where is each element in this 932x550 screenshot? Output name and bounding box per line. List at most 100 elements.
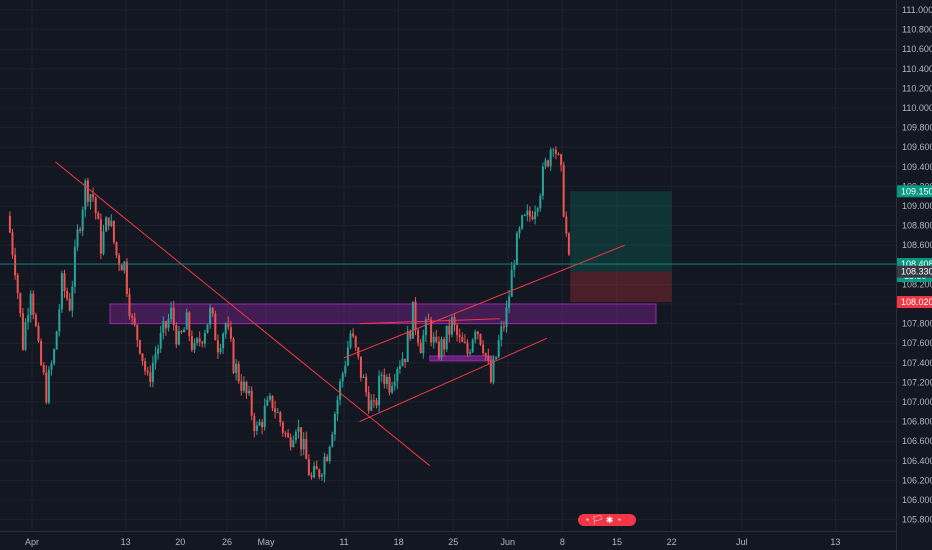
- price-tag: [897, 185, 932, 198]
- candle-body: [105, 217, 108, 232]
- candle-body: [180, 331, 183, 333]
- candle-body: [175, 324, 178, 345]
- time-tick-label: 8: [560, 537, 565, 547]
- candle-body: [235, 363, 238, 373]
- candle-body: [63, 273, 66, 292]
- candle-body: [320, 474, 323, 477]
- candle-body: [375, 400, 378, 406]
- price-tick-label: 109.800: [902, 123, 932, 133]
- candle-body: [8, 215, 11, 233]
- candle-body: [341, 373, 344, 382]
- candle-body: [11, 232, 14, 255]
- candle-body: [541, 166, 544, 196]
- price-tick-label: 107.400: [902, 358, 932, 368]
- candle-body: [505, 307, 508, 328]
- price-tick-label: 109.600: [902, 142, 932, 152]
- time-tick-label: 20: [175, 537, 185, 547]
- time-tick-label: Apr: [25, 537, 39, 547]
- candle-body: [365, 376, 368, 393]
- descending-trendline[interactable]: [55, 161, 431, 467]
- upper-channel-line[interactable]: [359, 318, 501, 325]
- candle-body: [367, 392, 370, 411]
- candle-body: [250, 390, 253, 416]
- events-badge-icons[interactable]: ◔ 🏳 ✱ ◔: [584, 515, 621, 525]
- price-tick-label: 107.000: [902, 397, 932, 407]
- price-tick-label: 109.400: [902, 162, 932, 172]
- candle-body: [198, 338, 201, 342]
- position-target-zone[interactable]: [570, 191, 672, 272]
- candle-body: [544, 160, 547, 167]
- candle-body: [89, 194, 92, 202]
- candle-body: [523, 214, 526, 216]
- candle-body: [326, 456, 329, 462]
- time-tick-label: 11: [339, 537, 348, 547]
- candle-body: [71, 286, 74, 311]
- candle-body: [456, 325, 459, 336]
- price-tag-label: 108.408: [901, 259, 932, 269]
- lower-channel-line[interactable]: [359, 337, 548, 423]
- price-tick-label: 106.400: [902, 456, 932, 466]
- candle-body: [154, 354, 157, 363]
- candle-body: [14, 254, 17, 276]
- candle-body: [331, 434, 334, 447]
- candle-body: [443, 339, 446, 350]
- candle-body: [502, 326, 505, 328]
- candle-body: [53, 349, 56, 364]
- price-tick-label: 106.600: [902, 436, 932, 446]
- price-tick-label: 110.400: [902, 64, 932, 74]
- candle-body: [328, 446, 331, 462]
- candle-body: [349, 333, 352, 348]
- candle-body: [323, 456, 326, 475]
- candle-body: [133, 317, 136, 325]
- candle-body: [339, 381, 342, 400]
- candle-body: [388, 376, 391, 393]
- candle-body: [206, 324, 209, 333]
- candle-body: [435, 336, 438, 342]
- candle-body: [391, 385, 394, 393]
- time-tick-label: 13: [121, 537, 131, 547]
- candle-body: [58, 309, 61, 332]
- price-tick-label: 106.200: [902, 475, 932, 485]
- candle-body: [86, 180, 89, 202]
- time-axis[interactable]: Apr 13 20 26 May 11 18 25 Jun 8 15 22 Jul 13: [0, 531, 896, 548]
- price-tag-label: 108.330: [901, 267, 932, 277]
- candle-body: [565, 216, 568, 234]
- candle-body: [557, 153, 560, 155]
- small-zone-rectangle[interactable]: [429, 355, 493, 362]
- time-tick-label: 18: [394, 537, 404, 547]
- candle-body: [513, 264, 516, 270]
- position-stop-zone[interactable]: [570, 271, 672, 303]
- candle-body: [188, 312, 191, 337]
- candle-body: [419, 342, 422, 354]
- candle-body: [27, 315, 30, 323]
- price-tick-label: 110.600: [902, 44, 932, 54]
- candle-body: [554, 149, 557, 154]
- candle-body: [118, 255, 121, 265]
- candle-body: [536, 208, 539, 212]
- price-tag: [897, 265, 932, 278]
- candle-body: [196, 338, 199, 344]
- price-tick-label: 110.200: [902, 83, 932, 93]
- candle-body: [68, 298, 71, 311]
- candle-body: [411, 301, 414, 339]
- candle-body: [393, 381, 396, 386]
- candle-body: [45, 372, 48, 403]
- candle-body: [427, 319, 430, 321]
- candle-body: [131, 316, 134, 318]
- candle-body: [172, 307, 175, 325]
- candle-body: [552, 149, 555, 151]
- candle-body: [526, 210, 529, 215]
- candle-body: [157, 348, 160, 355]
- time-tick-label: 15: [612, 537, 622, 547]
- support-zone-rectangle[interactable]: [109, 303, 657, 325]
- candle-body: [370, 400, 373, 411]
- candle-body: [279, 412, 282, 423]
- events-badge-bg[interactable]: [578, 514, 636, 526]
- candle-body: [162, 321, 165, 333]
- time-tick-label: 13: [830, 537, 840, 547]
- events-badge[interactable]: ◔ 🏳 ✱ ◔: [578, 514, 636, 526]
- candle-body: [55, 331, 58, 350]
- candle-body: [164, 321, 167, 329]
- candle-body: [203, 332, 206, 344]
